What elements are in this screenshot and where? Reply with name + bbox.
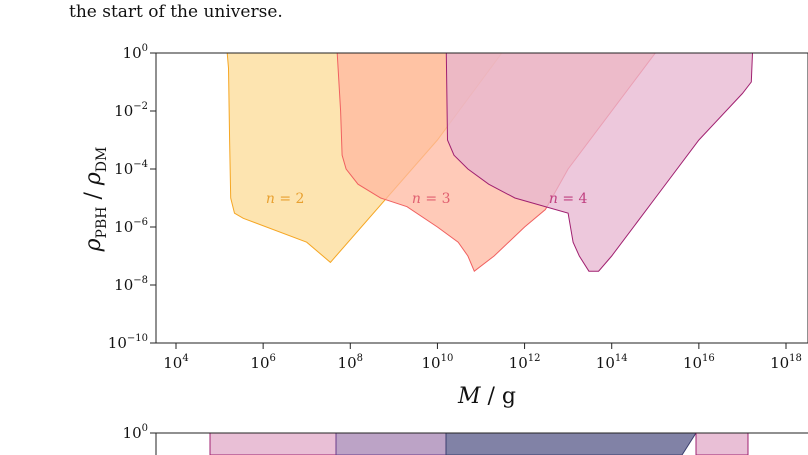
caption-text: the start of the universe. <box>69 2 283 22</box>
region-labels-group: n = 2 n = 3 n = 4 <box>266 191 588 207</box>
x-tick-label: 1012 <box>509 353 541 372</box>
second-plot-band <box>445 432 697 455</box>
second-plot-band <box>335 432 447 455</box>
y-tick-label: 10−2 <box>114 101 148 120</box>
y-ticks-group: 10−10 10−8 10−6 10−4 10−2 100 <box>108 43 156 352</box>
regions-group <box>226 52 754 272</box>
second-plot: 100 <box>123 423 808 455</box>
x-tick-label: 1014 <box>596 353 628 372</box>
x-ticks-group: 104 106 108 1010 1012 1014 1016 1018 <box>163 343 802 372</box>
y-tick-label: 10−6 <box>114 217 148 236</box>
main-plot: 104 106 108 1010 1012 1014 1016 1018 10−1010−81… <box>81 43 808 409</box>
y-tick-label: 10−8 <box>114 275 148 294</box>
x-tick-label: 108 <box>338 353 363 372</box>
second-plot-ytick-label: 100 <box>123 423 148 442</box>
x-tick-label: 1010 <box>422 353 454 372</box>
y-axis-label: ρPBH / ρDM <box>81 147 110 253</box>
x-tick-label: 104 <box>163 353 188 372</box>
region-label-n3: n = 3 <box>412 191 451 207</box>
main-plot-frame <box>155 52 808 344</box>
x-tick-label: 1016 <box>683 353 715 372</box>
y-tick-label: 10−10 <box>108 333 148 352</box>
second-plot-bands <box>209 432 749 455</box>
second-plot-band <box>695 432 749 455</box>
y-tick-label: 100 <box>123 43 148 62</box>
second-plot-band <box>209 432 337 455</box>
region-label-n4: n = 4 <box>549 191 588 207</box>
x-tick-label: 1018 <box>770 353 802 372</box>
x-tick-label: 106 <box>250 353 275 372</box>
region-label-n2: n = 2 <box>266 191 305 207</box>
y-tick-label: 10−4 <box>114 159 148 178</box>
x-axis-label: M / g <box>457 384 516 409</box>
region-n4 <box>445 52 754 272</box>
